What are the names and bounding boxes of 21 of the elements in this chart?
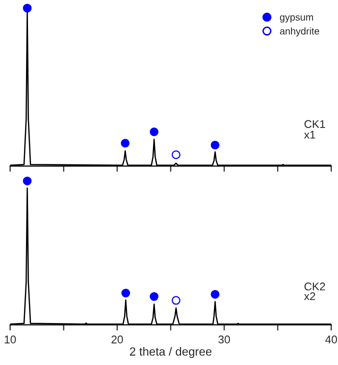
point	[210, 290, 220, 299]
point	[150, 127, 158, 136]
legend-label: anhydrite	[280, 27, 320, 36]
annotation: x2	[304, 292, 316, 300]
point	[172, 150, 180, 160]
annotation: x1	[304, 130, 316, 139]
x-tick-label: 20	[112, 336, 123, 344]
annotation: CK2	[304, 282, 326, 290]
point	[210, 140, 220, 150]
x-tick-label: 30	[218, 336, 230, 344]
annotation: CK1	[304, 120, 326, 128]
x-tick-label: 40	[325, 336, 337, 344]
x-tick-label: 10	[4, 336, 16, 344]
point	[172, 296, 180, 305]
point	[150, 292, 158, 301]
point	[121, 288, 130, 298]
legend-label: gypsum	[280, 15, 313, 23]
point	[120, 138, 130, 148]
x-axis-title: 2 theta / degree	[130, 347, 212, 358]
point	[22, 4, 32, 12]
point	[22, 176, 32, 186]
